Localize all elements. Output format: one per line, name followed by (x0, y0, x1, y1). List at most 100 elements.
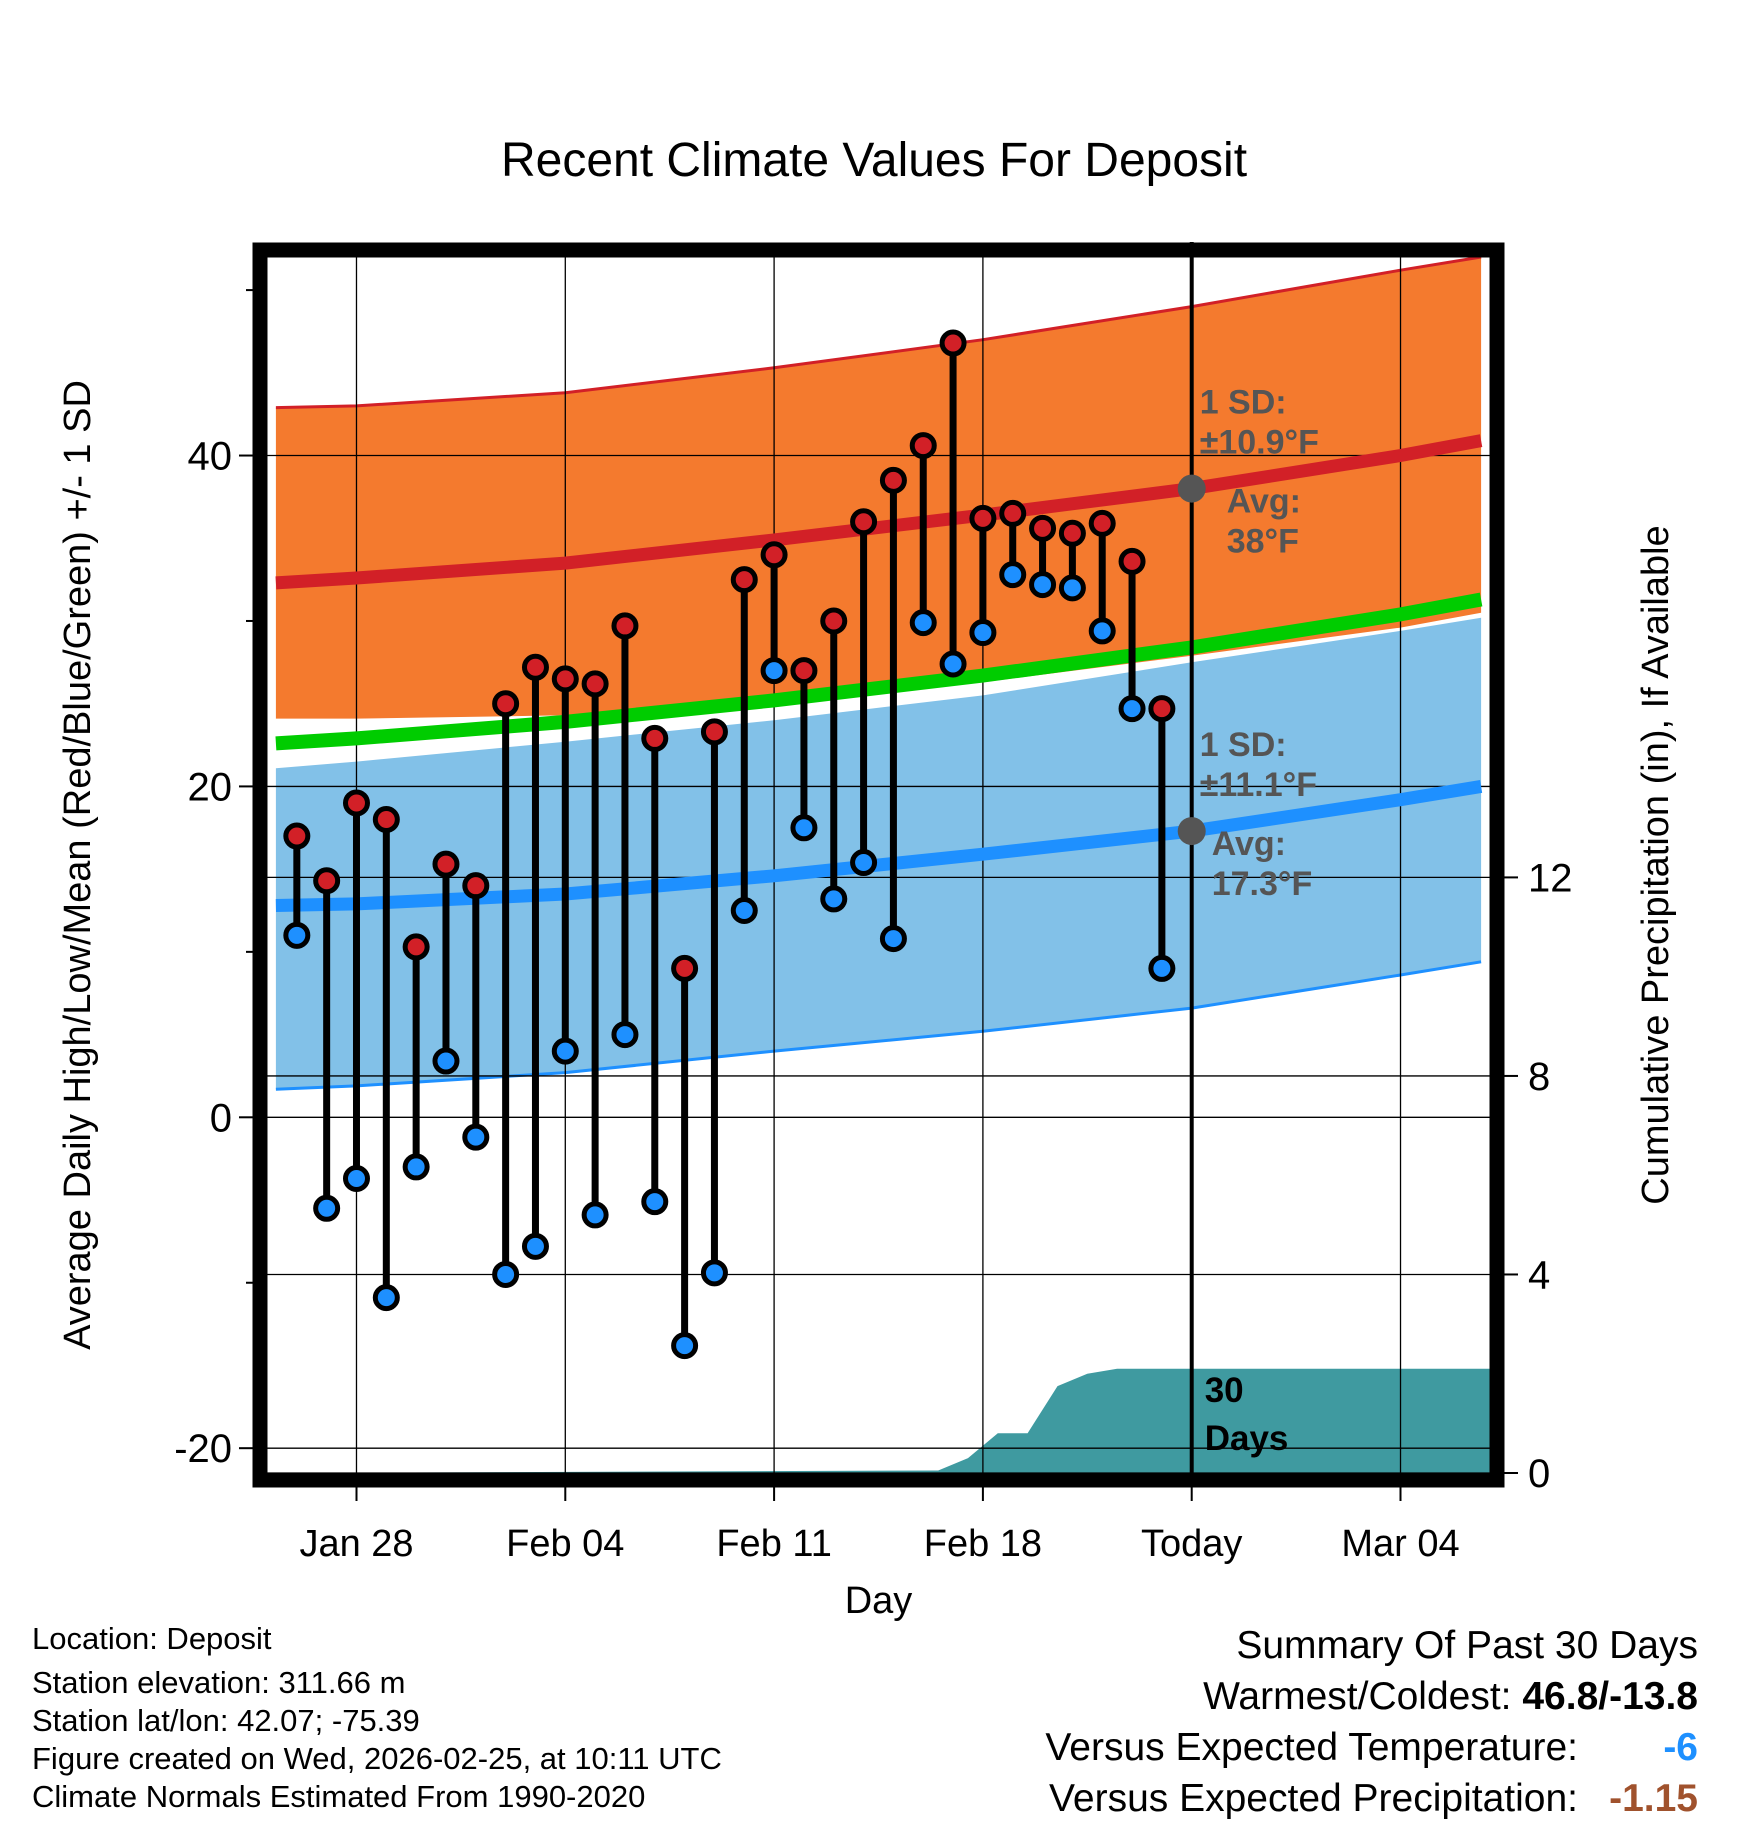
low-point (313, 1194, 341, 1222)
precip-label: Versus Expected Precipitation: (1049, 1777, 1578, 1820)
high-point (641, 724, 669, 752)
low-point (1029, 571, 1057, 599)
summary-title: Summary Of Past 30 Days (1236, 1624, 1698, 1667)
low-point (909, 609, 937, 637)
low-avg-value: 17.3°F (1212, 865, 1313, 903)
x-tick-label: Feb 11 (716, 1523, 831, 1565)
y-right-tick-label: 0 (1528, 1452, 1550, 1496)
x-tick-label: Today (1141, 1523, 1242, 1565)
high-point (850, 508, 878, 536)
low-point (462, 1123, 490, 1151)
low-point (372, 1284, 400, 1312)
y-tick-label: 0 (210, 1096, 232, 1140)
low-point (283, 921, 311, 949)
high-upper-line (275, 257, 1482, 410)
y-right-axis-label: Cumulative Precipitation (in), If Availa… (1635, 525, 1677, 1204)
chart-title: Recent Climate Values For Deposit (501, 134, 1247, 187)
low-point (760, 657, 788, 685)
temp-label: Versus Expected Temperature: (1045, 1726, 1578, 1769)
x-tick-label: Feb 18 (924, 1523, 1042, 1565)
summary-temp: Versus Expected Temperature: -6 (1045, 1722, 1698, 1773)
summary-panel: Summary Of Past 30 Days Warmest/Coldest:… (1045, 1620, 1698, 1824)
precip-value: -1.15 (1609, 1777, 1698, 1820)
low-point (1148, 954, 1176, 982)
high-point (462, 872, 490, 900)
y-right-tick-label: 12 (1528, 856, 1573, 900)
low-point (1058, 574, 1086, 602)
high-point (879, 466, 907, 494)
low-point (492, 1260, 520, 1288)
high-point (1148, 695, 1176, 723)
x-axis-label: Day (845, 1580, 913, 1622)
high-point (1088, 509, 1116, 537)
high-avg-label: Avg: (1227, 483, 1301, 521)
high-point (969, 504, 997, 532)
high-sd-band (275, 257, 1482, 719)
high-point (551, 665, 579, 693)
low-point (700, 1259, 728, 1287)
high-point (581, 670, 609, 698)
low-point (402, 1153, 430, 1181)
normals-text: Climate Normals Estimated From 1990-2020 (32, 1779, 646, 1814)
high-sd-value: ±10.9°F (1200, 424, 1319, 462)
high-point (611, 612, 639, 640)
high-point (1058, 519, 1086, 547)
high-point (372, 806, 400, 834)
low-point (969, 619, 997, 647)
high-point (342, 789, 370, 817)
low-sd-label: 1 SD: (1200, 726, 1287, 764)
high-point (820, 607, 848, 635)
high-point (432, 850, 460, 878)
low-point (641, 1188, 669, 1216)
high-point (1118, 547, 1146, 575)
high-avg-line (275, 434, 1483, 590)
high-point (760, 541, 788, 569)
precip-area (267, 1368, 1490, 1473)
warm-cold-label: Warmest/Coldest: (1203, 1675, 1523, 1718)
y-tick-label: 20 (188, 765, 233, 809)
low-point (879, 925, 907, 953)
high-point (313, 867, 341, 895)
low-point (730, 896, 758, 924)
low-avg-line (275, 779, 1483, 912)
elevation-text: Station elevation: 311.66 m (32, 1665, 406, 1700)
low-sd-band (275, 617, 1482, 1090)
low-point (1088, 617, 1116, 645)
high-point (939, 329, 967, 357)
low-point (790, 814, 818, 842)
low-point (850, 849, 878, 877)
low-point (432, 1047, 460, 1075)
high-point (700, 718, 728, 746)
low-point (581, 1201, 609, 1229)
high-point (492, 690, 520, 718)
low-sd-value: ±11.1°F (1200, 766, 1317, 804)
warm-cold-value: 46.8/-13.8 (1522, 1675, 1698, 1718)
low-point (999, 561, 1027, 589)
summary-warm-cold: Warmest/Coldest: 46.8/-13.8 (1045, 1671, 1698, 1722)
low-point (521, 1232, 549, 1260)
low-lower-line (275, 960, 1482, 1091)
low-point (611, 1021, 639, 1049)
high-point (283, 822, 311, 850)
low-point (551, 1037, 579, 1065)
temp-value: -6 (1663, 1726, 1698, 1769)
high-sd-label: 1 SD: (1200, 384, 1287, 422)
low-avg-label: Avg: (1212, 825, 1286, 863)
y-right-tick-label: 8 (1528, 1055, 1550, 1099)
high-avg-marker (1177, 474, 1206, 503)
summary-precip: Versus Expected Precipitation: -1.15 (1045, 1773, 1698, 1824)
high-point (909, 432, 937, 460)
period-unit: Days (1205, 1419, 1289, 1458)
high-point (521, 653, 549, 681)
latlon-text: Station lat/lon: 42.07; -75.39 (32, 1703, 420, 1738)
high-point (790, 657, 818, 685)
high-avg-value: 38°F (1227, 523, 1299, 561)
station-info: Location: Deposit Station elevation: 311… (32, 1620, 722, 1816)
high-point (402, 933, 430, 961)
high-point (1029, 514, 1057, 542)
low-point (342, 1165, 370, 1193)
y-tick-label: -20 (174, 1427, 232, 1471)
y-axis-label: Average Daily High/Low/Mean (Red/Blue/Gr… (57, 380, 99, 1350)
x-tick-label: Jan 28 (299, 1523, 413, 1565)
